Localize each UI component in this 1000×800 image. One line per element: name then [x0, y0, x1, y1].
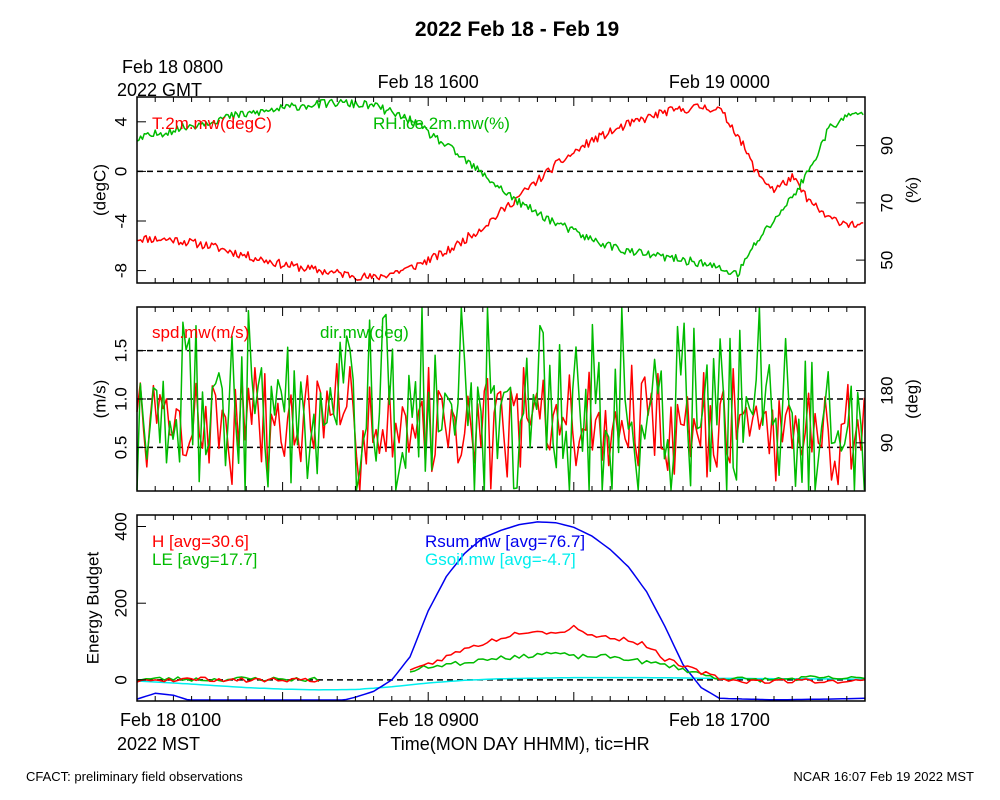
series-line-net-radiation [136, 521, 866, 701]
left-y-tick-label: 4 [112, 117, 131, 126]
mst-tick-labels: Feb 18 0100 Feb 18 0900 Feb 18 1700 [120, 710, 770, 730]
gmt-start-label: Feb 18 0800 [122, 57, 223, 77]
right-y-tick-label: 90 [878, 433, 897, 452]
legend-temperature: T.2m.mw(degC) [152, 114, 272, 133]
series-line-humidity [136, 98, 864, 278]
mst-tz-label: 2022 MST [117, 734, 200, 754]
left-y-tick-label: 0 [112, 675, 131, 684]
legend-humidity: RH.ice.2m.mw(%) [373, 114, 510, 133]
legend-soil-heat: Gsoil.mw [avg=-4.7] [425, 550, 576, 569]
mst-tick-label: Feb 18 1700 [669, 710, 770, 730]
legend-speed: spd.mw(m/s) [152, 323, 249, 342]
x-axis-label: Time(MON DAY HHMM), tic=HR [390, 734, 649, 754]
series-line-sensible-heat [409, 624, 866, 685]
gmt-tick-label: Feb 19 0000 [669, 72, 770, 92]
left-y-axis-label: (m/s) [91, 380, 110, 419]
series-line-speed [136, 363, 866, 491]
legend-sensible-heat: H [avg=30.6] [152, 532, 249, 551]
left-y-tick-label: -4 [112, 213, 131, 228]
series-line-sensible-heat [136, 676, 320, 683]
right-y-axis-label: (%) [903, 177, 922, 203]
left-y-tick-label: 200 [112, 589, 131, 617]
footer-right: NCAR 16:07 Feb 19 2022 MST [793, 769, 974, 784]
legend-net-radiation: Rsum.mw [avg=76.7] [425, 532, 585, 551]
gmt-tick-labels: Feb 18 1600 Feb 19 0000 [378, 72, 770, 92]
left-y-tick-label: 400 [112, 512, 131, 540]
gmt-tick-label: Feb 18 1600 [378, 72, 479, 92]
right-y-tick-label: 50 [878, 251, 897, 270]
series-line-temperature [136, 103, 864, 281]
left-y-axis-label: Energy Budget [84, 551, 103, 664]
right-y-tick-label: 90 [878, 136, 897, 155]
chart-title: 2022 Feb 18 - Feb 19 [415, 18, 619, 41]
left-y-tick-label: 1.5 [112, 339, 131, 363]
mst-tick-label: Feb 18 0900 [378, 710, 479, 730]
series-line-latent-heat [409, 651, 866, 683]
right-y-axis-label: (deg) [903, 379, 922, 419]
wind-panel: 1.5 1.0 0.5(m/s) 180 90 (deg) spd.mw(m/s) dir.m… [91, 306, 922, 492]
left-y-tick-label: 0 [112, 167, 131, 176]
left-y-tick-label: -8 [112, 263, 131, 278]
mst-tick-label: Feb 18 0100 [120, 710, 221, 730]
left-y-tick-label: 1.0 [112, 387, 131, 411]
left-y-axis-label: (degC) [91, 164, 110, 216]
gmt-year-label: 2022 GMT [117, 80, 202, 100]
temperature-humidity-panel: 4 0 -4 -8 (degC) 90 70 50 (%) T.2m.mw(degC) RH.ice… [91, 96, 922, 284]
legend-direction: dir.mw(deg) [320, 323, 409, 342]
footer-left: CFACT: preliminary field observations [26, 769, 243, 784]
energy-budget-panel: 400 200 0 Energy Budget H [avg=30.6]LE [avg=… [84, 512, 866, 702]
right-y-tick-label: 180 [878, 376, 897, 404]
legend-latent-heat: LE [avg=17.7] [152, 550, 257, 569]
series-line-direction [136, 307, 866, 491]
left-y-tick-label: 0.5 [112, 436, 131, 460]
right-y-tick-label: 70 [878, 193, 897, 212]
